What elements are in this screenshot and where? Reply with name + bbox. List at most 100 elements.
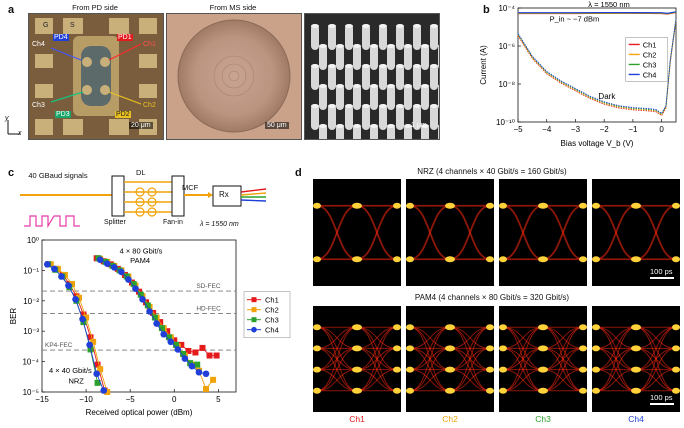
sem-pillar	[379, 24, 387, 50]
sem-pillar-top	[421, 44, 429, 48]
eye-crossing	[313, 202, 321, 209]
eye-crossing	[631, 366, 641, 373]
eye-crossing	[672, 256, 680, 263]
ber-point	[158, 325, 165, 332]
eye-crossing	[631, 324, 641, 331]
y-tick-label: 10⁻⁴	[498, 4, 515, 13]
eye-crossing	[538, 256, 548, 263]
ber-point	[103, 260, 111, 268]
legend-label: Ch4	[643, 70, 657, 79]
eye-crossing	[499, 202, 507, 209]
pd3-label: PD3	[55, 111, 71, 118]
sem-pillar-top	[328, 104, 336, 108]
nrz-eye-ch1	[313, 179, 401, 286]
sem-pillar	[345, 64, 353, 90]
eye-crossing	[579, 324, 587, 331]
nrz-eye-row: 100 ps	[313, 179, 683, 286]
sem-pillar	[396, 64, 404, 90]
eye-trace	[409, 347, 451, 392]
eye-crossing	[631, 387, 641, 394]
sem-pillar-top	[430, 104, 438, 108]
sem-pillar	[328, 104, 336, 130]
eye-crossing	[486, 345, 494, 352]
eye-trace	[409, 204, 451, 261]
legend-marker	[251, 297, 257, 303]
ber-point	[195, 368, 203, 376]
legend-marker	[251, 307, 257, 313]
eye-crossing	[313, 366, 321, 373]
eye-crossing	[406, 256, 414, 263]
sem-pillar	[353, 44, 361, 70]
ber-point	[164, 328, 171, 335]
eye-trace	[356, 369, 398, 392]
eye-trace	[316, 347, 358, 392]
ber-point	[210, 376, 217, 383]
eye-trace	[409, 369, 451, 392]
sem-pillar-top	[387, 44, 395, 48]
ber-point	[123, 273, 130, 280]
pam4-eye-ch3	[499, 306, 587, 412]
eye-crossing	[538, 387, 548, 394]
sem-pillar-top	[319, 84, 327, 88]
eye-crossing	[313, 324, 321, 331]
eye-crossing	[592, 366, 600, 373]
sem-pillar-top	[336, 84, 344, 88]
x-tick-label: −5	[513, 125, 523, 134]
sem-pillar	[387, 84, 395, 110]
eye-crossing	[313, 387, 321, 394]
eye-crossing	[445, 366, 455, 373]
eye-crossing	[313, 256, 321, 263]
eye-crossing	[486, 202, 494, 209]
sem-pillar	[336, 84, 344, 110]
eye-crossing	[313, 345, 321, 352]
eye-crossing	[352, 324, 362, 331]
eye-scale-label: 100 ps	[650, 267, 673, 276]
sem-pillar	[438, 45, 439, 69]
sem-pillar	[430, 64, 438, 90]
ber-point	[202, 370, 210, 378]
eye-crossing	[393, 324, 401, 331]
pam4-title: PAM4 (4 channels × 80 Gbit/s = 320 Gbit/…	[414, 293, 570, 302]
schematic-fanin: Fan-in	[163, 219, 183, 226]
eye-crossing	[352, 202, 362, 209]
sem-pillar	[413, 24, 421, 50]
ber-point	[178, 341, 185, 348]
eye-trace	[542, 326, 584, 392]
eye-trace	[409, 326, 451, 392]
eye-trace	[542, 204, 584, 261]
eye-crossing	[538, 324, 548, 331]
sem-pillar	[430, 24, 438, 50]
x-tick-label: 0	[172, 395, 177, 404]
eye-trace	[635, 369, 677, 392]
eye-crossing	[393, 366, 401, 373]
sem-pillar	[311, 24, 319, 50]
eye-crossing	[672, 366, 680, 373]
sem-pillar	[396, 104, 404, 130]
pd2-label: PD2	[115, 111, 131, 118]
eye-channel-labels: Ch1 Ch2 Ch3 Ch4	[313, 414, 683, 426]
sem-pillar	[379, 104, 387, 130]
eye-crossing	[406, 387, 414, 394]
eye-crossing	[445, 202, 455, 209]
threshold-label: HD-FEC	[196, 306, 221, 313]
scale-bar-1um: 1 μm	[411, 122, 427, 129]
s-label: S	[70, 22, 75, 29]
y-tick-label: 10⁻⁴	[22, 358, 39, 367]
x-tick-label: −2	[600, 125, 610, 134]
sem-pillar	[387, 44, 395, 70]
eye-crossing	[499, 256, 507, 263]
eye-trace	[595, 347, 637, 392]
ch3-label: Ch3	[32, 102, 45, 109]
ber-point	[93, 370, 100, 378]
x-tick-label: −4	[542, 125, 552, 134]
eye-trace	[449, 347, 491, 392]
sem-pillar	[345, 104, 353, 130]
sem-pillar-top	[345, 24, 353, 28]
nrz-title: NRZ (4 channels × 40 Gbit/s = 160 Gbit/s…	[417, 167, 567, 176]
ber-point	[96, 256, 104, 264]
eye-crossing	[445, 387, 455, 394]
sem-pillar-top	[345, 64, 353, 68]
eye-trace	[449, 326, 491, 349]
threshold-label: KP4-FEC	[45, 342, 73, 349]
eye-crossing	[352, 345, 362, 352]
